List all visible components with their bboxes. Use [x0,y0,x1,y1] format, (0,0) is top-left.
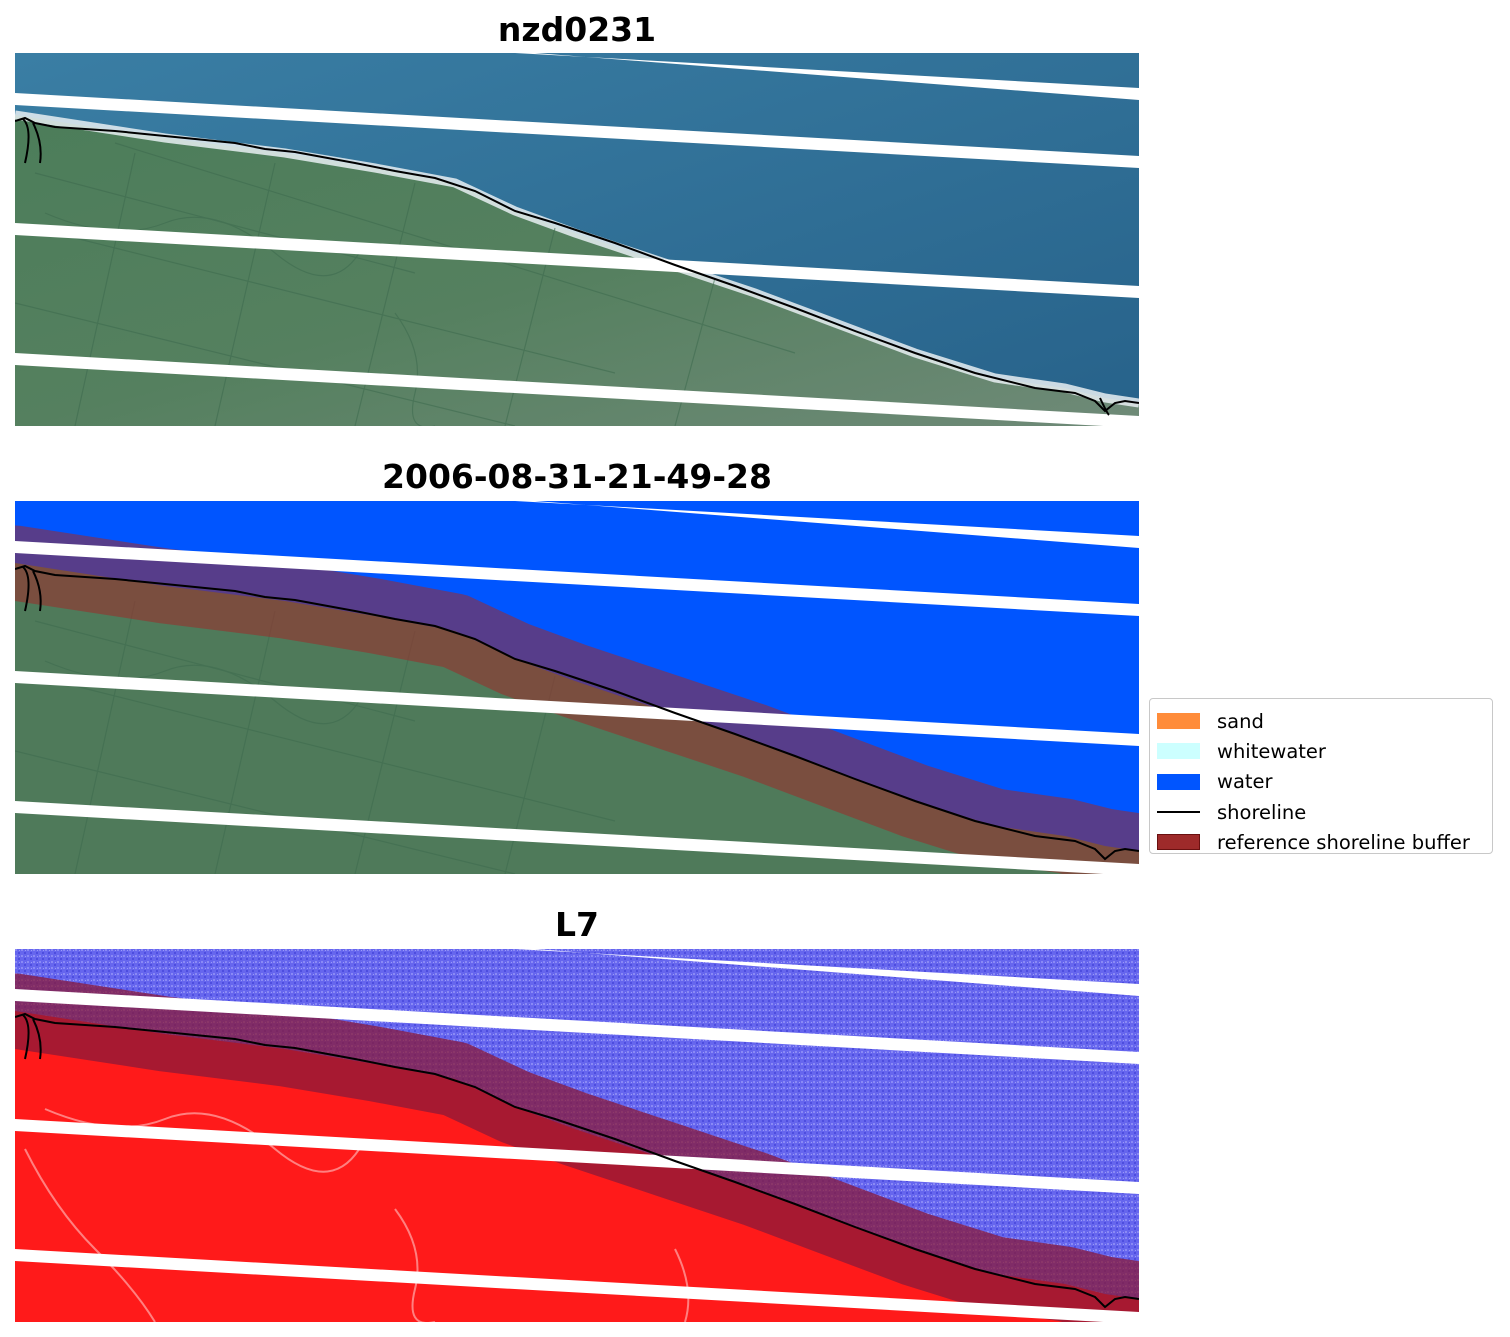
legend-item-reference-buffer: reference shoreline buffer [1157,827,1492,857]
classification-panel [15,501,1139,874]
panel-title-date: 2006-08-31-21-49-28 [382,457,772,496]
panel-title-site: nzd0231 [497,10,657,49]
legend-label: shoreline [1217,800,1307,824]
buffer-swatch [1157,834,1200,851]
probability-panel [15,949,1139,1322]
legend: sand whitewater water shoreline referenc… [1149,698,1493,854]
legend-item-shoreline: shoreline [1157,797,1492,827]
shoreline-line [15,1012,1139,1309]
shoreline-line [15,116,1139,413]
legend-label: whitewater [1217,739,1326,763]
legend-item-water: water [1157,767,1492,797]
water-swatch [1157,773,1200,790]
legend-item-sand: sand [1157,706,1492,736]
shoreline-swatch [1157,811,1200,814]
legend-label: reference shoreline buffer [1217,830,1470,854]
legend-item-whitewater: whitewater [1157,736,1492,766]
rgb-satellite-image [15,53,1139,426]
legend-label: sand [1217,709,1264,733]
classification-image [15,501,1139,874]
shoreline-line [15,564,1139,861]
sand-swatch [1157,713,1200,730]
whitewater-swatch [1157,743,1200,760]
panel-title-satellite: L7 [555,905,599,944]
probability-image [15,949,1139,1322]
rgb-image-panel [15,53,1139,426]
legend-label: water [1217,770,1273,794]
